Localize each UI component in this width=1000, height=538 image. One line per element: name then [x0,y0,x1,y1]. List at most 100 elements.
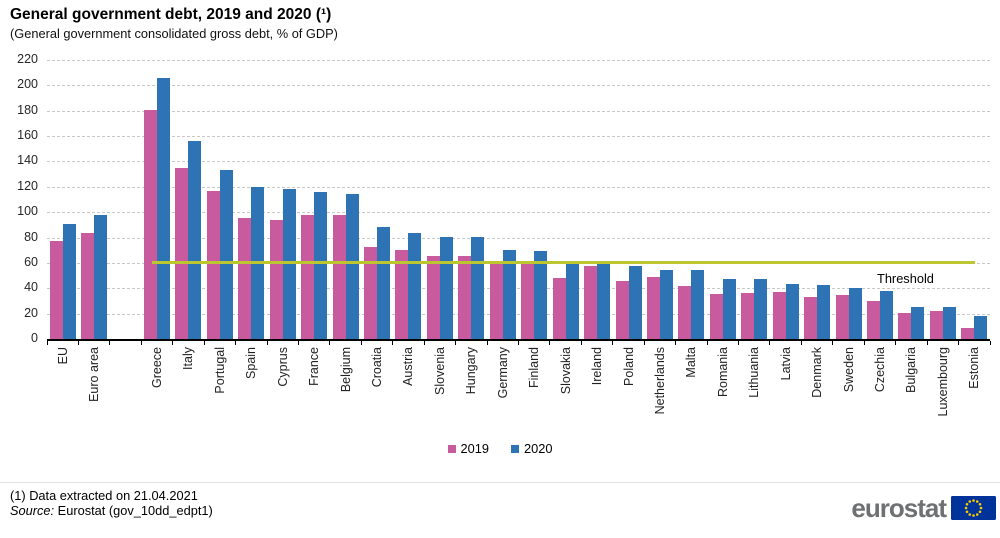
bar-2019-estonia [961,328,975,339]
bar-2020-netherlands [659,269,673,339]
eurostat-logo: eurostat [851,494,996,522]
x-axis-label: Italy [181,347,196,370]
gridline [47,60,990,61]
bar-2020-slovenia [439,236,453,339]
bar-2020-malta [691,270,705,339]
x-axis-tick [203,341,205,345]
y-axis-tick-label: 0 [31,331,38,345]
x-axis-tick [989,341,991,345]
bar-2020-luxembourg [942,307,956,339]
gridline [47,110,990,112]
x-axis-tick [643,341,645,345]
x-axis-tick [266,341,268,345]
x-axis-label: Euro area [87,347,102,402]
bar-2019-portugal [206,190,220,339]
eurostat-logo-text: eurostat [851,493,947,523]
y-axis-tick-label: 80 [24,229,38,244]
x-axis-tick [392,341,394,345]
x-axis-label: Latvia [778,347,793,381]
x-axis-label: Slovenia [432,347,447,395]
bar-2019-euro-area [81,232,95,339]
gridline [47,161,990,163]
x-axis-label: Spain [244,347,259,379]
x-axis-label: Greece [150,347,165,388]
bar-2019-eu [49,240,63,339]
x-axis-label: Romania [715,347,730,398]
bar-2020-belgium [345,194,359,339]
bar-2020-slovakia [565,262,579,339]
bar-2019-germany [489,263,503,339]
x-axis-label: Ireland [590,347,605,386]
bar-2019-luxembourg [929,310,943,339]
source-label: Source: [10,503,55,518]
bar-2020-germany [502,250,516,339]
bar-2019-italy [175,168,189,339]
x-axis-tick [46,341,48,345]
x-axis-label: Finland [527,347,542,388]
x-axis-tick [612,341,614,345]
gridline [47,237,990,239]
bar-2020-estonia [974,315,988,339]
x-axis-label: Portugal [212,347,227,394]
bar-2020-austria [408,232,422,339]
bar-2019-croatia [364,246,378,339]
x-axis-line [47,339,990,341]
x-axis-label: Bulgaria [904,347,919,393]
legend-label: 2020 [524,441,553,456]
x-axis-label: Estonia [967,347,982,389]
x-axis-tick [109,341,111,345]
bar-2019-cyprus [269,219,283,339]
x-axis-label: Lithuania [747,347,762,398]
y-axis-tick-label: 160 [17,128,38,143]
x-axis-tick [172,341,174,345]
bar-2019-finland [521,263,535,339]
bar-2020-lithuania [754,279,768,339]
x-axis-label: Poland [621,347,636,386]
bar-2019-poland [615,281,629,339]
x-axis-tick [455,341,457,345]
x-axis-label: Austria [401,347,416,386]
bar-2019-latvia [772,292,786,339]
y-axis-tick-label: 120 [17,178,38,193]
bar-2019-denmark [804,296,818,339]
bar-2019-bulgaria [898,313,912,339]
x-axis-tick [958,341,960,345]
bar-2020-cyprus [282,189,296,339]
x-axis-tick [329,341,331,345]
bar-2019-spain [238,217,252,339]
bar-2020-france [314,192,328,339]
x-axis-label: Germany [495,347,510,399]
bar-2019-austria [395,249,409,339]
source-text: Eurostat (gov_10dd_edpt1) [54,503,213,518]
legend-item-2019: 2019 [447,441,489,456]
x-axis-tick [706,341,708,345]
x-axis-label: Sweden [841,347,856,393]
y-axis-tick-label: 60 [24,254,38,269]
x-axis-label: France [307,347,322,386]
source-line: Source: Eurostat (gov_10dd_edpt1) [10,503,213,518]
x-axis-label: Croatia [370,347,385,388]
bar-2020-italy [188,141,202,339]
x-axis-tick [486,341,488,345]
bar-2020-czechia [879,290,893,339]
bar-2020-finland [534,251,548,339]
x-axis-tick [738,341,740,345]
x-axis-tick [580,341,582,345]
footnote: (1) Data extracted on 21.04.2021 [10,488,198,503]
x-axis-tick [832,341,834,345]
threshold-line [152,260,975,264]
gridline [47,85,990,87]
bar-2019-ireland [584,266,598,339]
x-axis-label: Hungary [464,347,479,395]
x-axis-label: Denmark [810,347,825,398]
bar-2020-euro-area [94,214,108,339]
y-axis-tick-label: 20 [24,305,38,320]
y-axis-tick-label: 40 [24,280,38,295]
gridline [47,136,990,138]
x-axis-tick [235,341,237,345]
bar-2019-lithuania [741,293,755,339]
bar-2020-greece [157,78,171,339]
y-axis-tick-label: 100 [17,204,38,219]
gridline [47,186,990,188]
bar-2020-bulgaria [911,307,925,339]
